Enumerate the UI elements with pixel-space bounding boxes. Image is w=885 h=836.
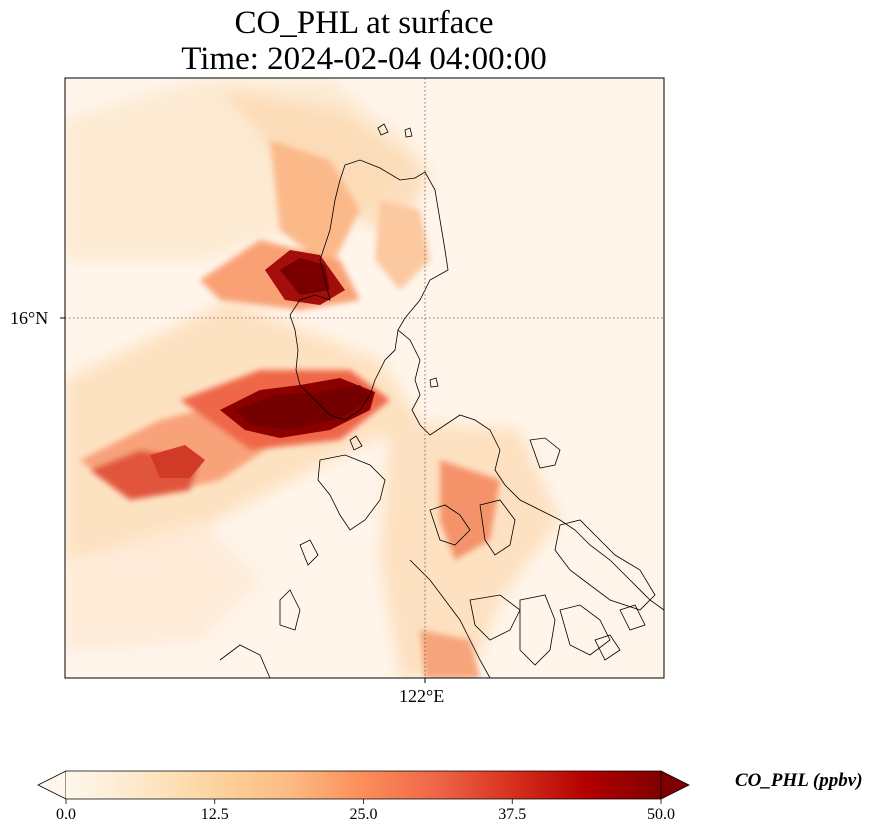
colorbar-extend-min <box>37 770 67 800</box>
coastlines <box>219 123 664 678</box>
concentration-field <box>65 80 560 678</box>
lon-tick-label: 122°E <box>399 686 445 706</box>
map-title-line2: Time: 2024-02-04 04:00:00 <box>181 41 547 77</box>
colorbar-tick-label: 0.0 <box>56 806 76 823</box>
colorbar-tick-label: 12.5 <box>200 806 229 823</box>
colorbar-tick-label: 25.0 <box>349 806 378 823</box>
map-frame <box>64 77 665 679</box>
colorbar-tick-label: 37.5 <box>498 806 527 823</box>
colorbar-label: CO_PHL (ppbv) <box>735 770 863 791</box>
colorbar-gradient <box>66 771 661 799</box>
colorbar <box>37 770 690 804</box>
colorbar-tick-label: 50.0 <box>647 806 675 823</box>
map-title-line1: CO_PHL at surface <box>234 5 494 41</box>
colorbar-extend-max <box>660 770 690 800</box>
lat-tick-label: 16°N <box>10 308 49 328</box>
